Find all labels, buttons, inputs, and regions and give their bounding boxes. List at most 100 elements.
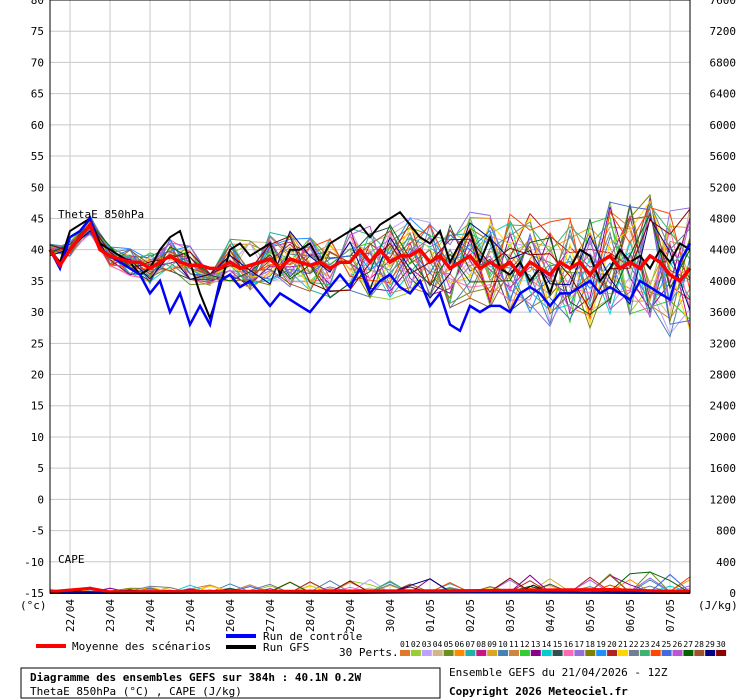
- footer-run: Ensemble GEFS du 21/04/2026 - 12Z: [449, 666, 668, 679]
- pert-legend-id: 20: [607, 640, 617, 649]
- x-tick-label: 23/04: [104, 599, 117, 632]
- pert-legend-id: 07: [465, 640, 475, 649]
- pert-legend-swatch: [400, 650, 410, 656]
- mean-cape-line: [49, 586, 691, 594]
- pert-legend-id: 09: [487, 640, 497, 649]
- pert-legend-swatch: [421, 650, 432, 656]
- pert-theta-line: [49, 210, 691, 317]
- pert-legend-swatch: [530, 650, 541, 656]
- right-tick-label: 4800: [710, 212, 737, 225]
- right-tick-label: 4400: [710, 244, 737, 257]
- pert-legend-id: 23: [640, 640, 650, 649]
- right-tick-label: 7600: [710, 0, 737, 7]
- pert-legend-id: 17: [574, 640, 584, 649]
- pert-legend-id: 12: [520, 640, 530, 649]
- right-tick-label: 800: [716, 525, 736, 538]
- pert-legend-id: 08: [476, 640, 486, 649]
- left-tick-label: 75: [31, 25, 44, 38]
- pert-legend-swatch: [519, 650, 530, 656]
- x-tick-label: 03/05: [504, 599, 517, 632]
- pert-legend-id: 16: [564, 640, 574, 649]
- pert-legend-swatch: [476, 650, 487, 656]
- pert-legend-swatch: [716, 650, 727, 656]
- right-axis-unit: (J/kg): [698, 599, 738, 612]
- right-tick-label: 0: [729, 587, 736, 600]
- x-tick-label: 25/04: [184, 599, 197, 632]
- left-tick-label: 50: [31, 181, 44, 194]
- left-tick-label: 80: [31, 0, 44, 7]
- pert-legend-swatch: [487, 650, 498, 656]
- footer-subtitle: ThetaE 850hPa (°C) , CAPE (J/kg): [30, 685, 242, 698]
- plot-frame: [49, 0, 691, 594]
- pert-legend-swatch: [650, 650, 661, 656]
- pert-legend-swatch: [410, 650, 421, 656]
- pert-legend-swatch: [683, 650, 694, 656]
- right-tick-label: 7200: [710, 25, 737, 38]
- x-tick-label: 30/04: [384, 599, 397, 632]
- pert-legend-swatch: [705, 650, 716, 656]
- pert-legend-swatch: [563, 650, 574, 656]
- pert-legend-id: 14: [542, 640, 552, 649]
- x-axis-ticks: 22/04 23/04 24/04 25/04 26/04 27/04 28/04 29/04…: [64, 599, 677, 632]
- pert-legend-id: 03: [422, 640, 432, 649]
- pert-theta-line: [49, 215, 691, 315]
- pert-legend-swatch: [443, 650, 454, 656]
- pert-legend-id: 18: [585, 640, 595, 649]
- theta-label: ThetaE 850hPa: [58, 208, 144, 221]
- legend-control-label: Run de contrôle: [263, 630, 362, 643]
- gfs-theta-line: [49, 210, 691, 322]
- left-tick-label: 55: [31, 150, 44, 163]
- pert-legend-swatch: [596, 650, 607, 656]
- pert-legend-id: 05: [444, 640, 454, 649]
- right-tick-label: 400: [716, 556, 736, 569]
- left-tick-label: -15: [24, 587, 44, 600]
- legend-perts-label: 30 Perts.: [339, 646, 399, 659]
- pert-legend-swatch: [694, 650, 705, 656]
- footer-box: [20, 667, 441, 699]
- cape-label: CAPE: [58, 553, 85, 566]
- x-tick-label: 24/04: [144, 599, 157, 632]
- x-tick-label: 04/05: [544, 599, 557, 632]
- x-tick-label: 01/05: [424, 599, 437, 632]
- pert-legend-id: 21: [618, 640, 628, 649]
- x-tick-label: 05/05: [584, 599, 597, 632]
- right-tick-label: 2000: [710, 431, 737, 444]
- control-theta-line: [48, 215, 692, 333]
- left-axis-unit: (°c): [20, 599, 47, 612]
- x-tick-label: 06/05: [624, 599, 637, 632]
- pert-legend-id: 22: [629, 640, 639, 649]
- left-tick-label: 20: [31, 369, 44, 382]
- pert-legend-id: 06: [455, 640, 465, 649]
- right-tick-label: 4000: [710, 275, 737, 288]
- legend-mean-label: Moyenne des scénarios: [72, 640, 211, 653]
- pert-legend-id: 29: [705, 640, 715, 649]
- pert-legend-id: 19: [596, 640, 606, 649]
- x-tick-label: 26/04: [224, 599, 237, 632]
- footer-title: Diagramme des ensembles GEFS sur 384h : …: [30, 671, 362, 684]
- pert-legend-id: 10: [498, 640, 508, 649]
- x-tick-label: 07/05: [664, 599, 677, 632]
- footer-copyright: Copyright 2026 Meteociel.fr: [449, 685, 628, 698]
- left-tick-label: 5: [37, 462, 44, 475]
- right-tick-label: 3200: [710, 337, 737, 350]
- pert-legend-swatch: [432, 650, 443, 656]
- right-tick-label: 5200: [710, 181, 737, 194]
- left-tick-label: 40: [31, 244, 44, 257]
- pert-legend-id: 01: [400, 640, 410, 649]
- pert-legend-id: 13: [531, 640, 541, 649]
- pert-legend-swatch: [585, 650, 596, 656]
- left-tick-label: 70: [31, 56, 44, 69]
- perturbation-legend: 01 02 03 04 05 06 07 08 09 10 11 12 13 14 15 16 17 18 19 20…: [400, 640, 727, 656]
- legend-gfs-label: Run GFS: [263, 641, 309, 654]
- pert-legend-id: 26: [673, 640, 683, 649]
- pert-legend-swatch: [552, 650, 563, 656]
- left-tick-label: 10: [31, 431, 44, 444]
- left-tick-label: 30: [31, 306, 44, 319]
- pert-theta-line: [49, 212, 691, 316]
- pert-legend-id: 25: [662, 640, 672, 649]
- right-tick-label: 2800: [710, 369, 737, 382]
- pert-legend-id: 11: [509, 640, 519, 649]
- right-tick-label: 1200: [710, 493, 737, 506]
- pert-legend-swatch: [661, 650, 672, 656]
